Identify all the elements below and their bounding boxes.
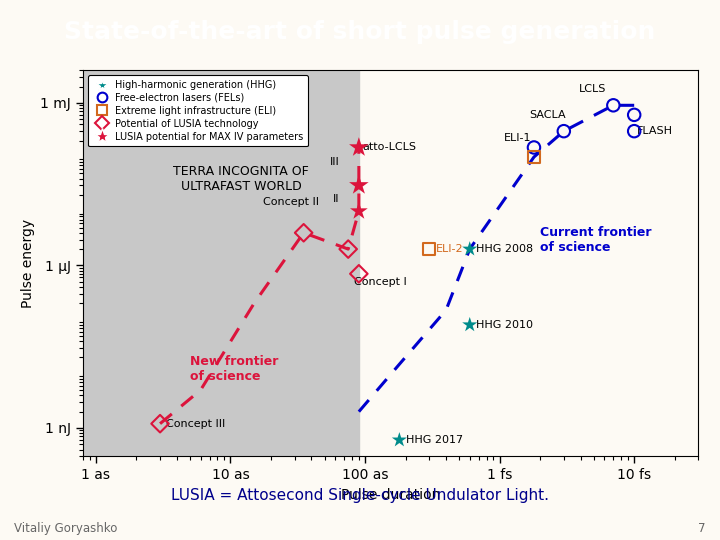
Point xyxy=(528,153,540,161)
Text: Vitaliy Goryashko: Vitaliy Goryashko xyxy=(14,522,118,535)
Point xyxy=(353,181,364,190)
Point xyxy=(629,127,640,136)
Point xyxy=(528,143,540,152)
Text: FLASH: FLASH xyxy=(637,126,673,136)
Legend: High-harmonic generation (HHG), Free-electron lasers (FELs), Extreme light infra: High-harmonic generation (HHG), Free-ele… xyxy=(88,75,308,146)
Point xyxy=(353,207,364,215)
Text: ELI-2: ELI-2 xyxy=(436,244,464,254)
Point xyxy=(464,245,475,253)
Point xyxy=(608,101,619,110)
Point xyxy=(353,143,364,152)
Text: HHG 2010: HHG 2010 xyxy=(477,320,534,330)
Text: TERRA INCOGNITA OF
ULTRAFAST WORLD: TERRA INCOGNITA OF ULTRAFAST WORLD xyxy=(174,165,309,193)
Point xyxy=(343,245,354,253)
Text: Concept I: Concept I xyxy=(354,278,407,287)
Text: LUSIA = Attosecond Single-cycle Undulator Light.: LUSIA = Attosecond Single-cycle Undulato… xyxy=(171,488,549,503)
Point xyxy=(558,127,570,136)
Text: State-of-the-art of short pulse generation: State-of-the-art of short pulse generati… xyxy=(64,21,656,44)
Point xyxy=(629,111,640,119)
Text: HHG 2017: HHG 2017 xyxy=(406,435,463,445)
Text: atto-LCLS: atto-LCLS xyxy=(362,143,416,152)
Text: New frontier
of science: New frontier of science xyxy=(190,355,279,383)
Point xyxy=(394,436,405,444)
Text: 7: 7 xyxy=(698,522,706,535)
Text: Current frontier
of science: Current frontier of science xyxy=(540,226,652,254)
Text: HHG 2008: HHG 2008 xyxy=(477,244,534,254)
Point xyxy=(464,321,475,329)
Text: III: III xyxy=(330,157,340,167)
X-axis label: Pulse duration: Pulse duration xyxy=(341,488,441,502)
Text: Concept II: Concept II xyxy=(263,197,319,207)
Text: ELI-1: ELI-1 xyxy=(503,133,531,143)
Point xyxy=(423,245,435,253)
Text: SACLA: SACLA xyxy=(529,110,565,120)
Point xyxy=(154,420,166,428)
Bar xyxy=(83,70,359,456)
Text: II: II xyxy=(333,194,340,204)
Point xyxy=(353,269,364,278)
Text: Concept III: Concept III xyxy=(166,418,225,429)
Y-axis label: Pulse energy: Pulse energy xyxy=(21,219,35,308)
Point xyxy=(298,228,310,237)
Text: LCLS: LCLS xyxy=(578,84,606,94)
